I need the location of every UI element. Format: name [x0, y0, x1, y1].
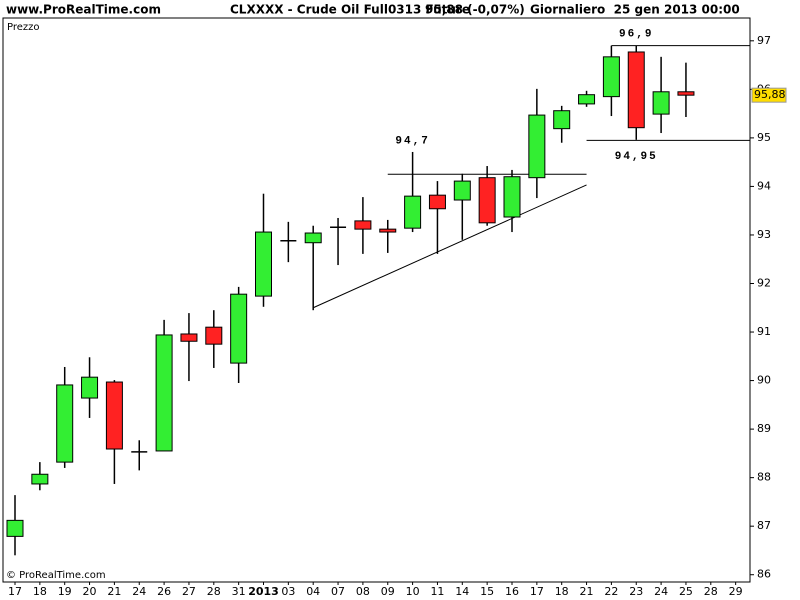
period: Giornaliero 25 gen 2013 00:00	[530, 3, 740, 17]
y-tick-label: 89	[757, 422, 771, 435]
last-price-box	[751, 87, 787, 103]
last-price-label: 95,88	[754, 88, 786, 101]
y-tick-label: 91	[757, 325, 771, 338]
body	[31, 473, 49, 485]
x-tick-label: 03	[281, 585, 295, 598]
x-tick-label: 17	[530, 585, 544, 598]
y-tick-label: 87	[757, 519, 771, 532]
body	[404, 195, 422, 229]
body	[652, 91, 670, 115]
x-tick-label: 15	[480, 585, 494, 598]
x-tick-label: 19	[58, 585, 72, 598]
x-tick-label: 23	[629, 585, 643, 598]
y-tick-label: 93	[757, 228, 771, 241]
footer: © ProRealTime.com	[6, 570, 106, 581]
x-tick-label: 24	[132, 585, 146, 598]
x-tick-label: 20	[83, 585, 97, 598]
body	[354, 220, 372, 230]
body	[578, 94, 596, 105]
y-tick-label: 97	[757, 34, 771, 47]
x-tick-label: 26	[157, 585, 171, 598]
x-tick-label: 17	[8, 585, 22, 598]
x-tick-label: 07	[331, 585, 345, 598]
body	[230, 293, 248, 364]
y-tick-label: 92	[757, 276, 771, 289]
body	[677, 91, 695, 96]
x-tick-label: 18	[555, 585, 569, 598]
x-tick-label: 21	[107, 585, 121, 598]
x-tick-label: 08	[356, 585, 370, 598]
body	[304, 232, 322, 244]
body	[553, 110, 571, 130]
annotation: 96,9	[619, 29, 653, 41]
y-tick-label: 90	[757, 374, 771, 387]
x-tick-label: 22	[604, 585, 618, 598]
x-tick-label: 29	[729, 585, 743, 598]
trend-line	[312, 184, 587, 309]
body	[56, 384, 74, 463]
y-tick-label: 86	[757, 568, 771, 581]
body	[453, 180, 471, 201]
body	[602, 56, 620, 98]
body	[205, 326, 223, 345]
x-tick-label: 09	[381, 585, 395, 598]
x-tick-label: 18	[33, 585, 47, 598]
site: www.ProRealTime.com	[6, 3, 161, 17]
body	[6, 519, 24, 537]
plot-frame	[2, 17, 751, 583]
body	[503, 176, 521, 218]
body	[528, 114, 546, 179]
body	[428, 194, 446, 210]
x-tick-label: 16	[505, 585, 519, 598]
x-tick-label: 24	[654, 585, 668, 598]
body	[81, 376, 99, 399]
y-tick-label: 95	[757, 131, 771, 144]
x-tick-label: 27	[182, 585, 196, 598]
body	[627, 51, 645, 129]
y-label: Prezzo	[7, 22, 40, 33]
x-tick-label: 04	[306, 585, 320, 598]
x-tick-label: 28	[704, 585, 718, 598]
x-tick-label: 14	[455, 585, 469, 598]
body	[478, 177, 496, 224]
instrument: CLXXXX - Crude Oil Full0313 Future	[230, 3, 470, 17]
x-tick-label: 25	[679, 585, 693, 598]
x-tick-label: 2013	[248, 585, 279, 598]
body	[155, 334, 173, 452]
quote: 95,88 (-0,07%)	[425, 3, 525, 17]
x-tick-label: 21	[580, 585, 594, 598]
x-tick-label: 31	[232, 585, 246, 598]
x-tick-label: 11	[430, 585, 444, 598]
body	[180, 333, 198, 342]
y-tick-label: 94	[757, 179, 771, 192]
annotation: 94,7	[395, 135, 429, 147]
x-tick-label: 10	[406, 585, 420, 598]
x-tick-label: 28	[207, 585, 221, 598]
annotation: 94,95	[615, 151, 658, 163]
body	[379, 228, 397, 233]
body	[105, 381, 123, 450]
body	[255, 231, 272, 297]
y-tick-label: 88	[757, 471, 771, 484]
